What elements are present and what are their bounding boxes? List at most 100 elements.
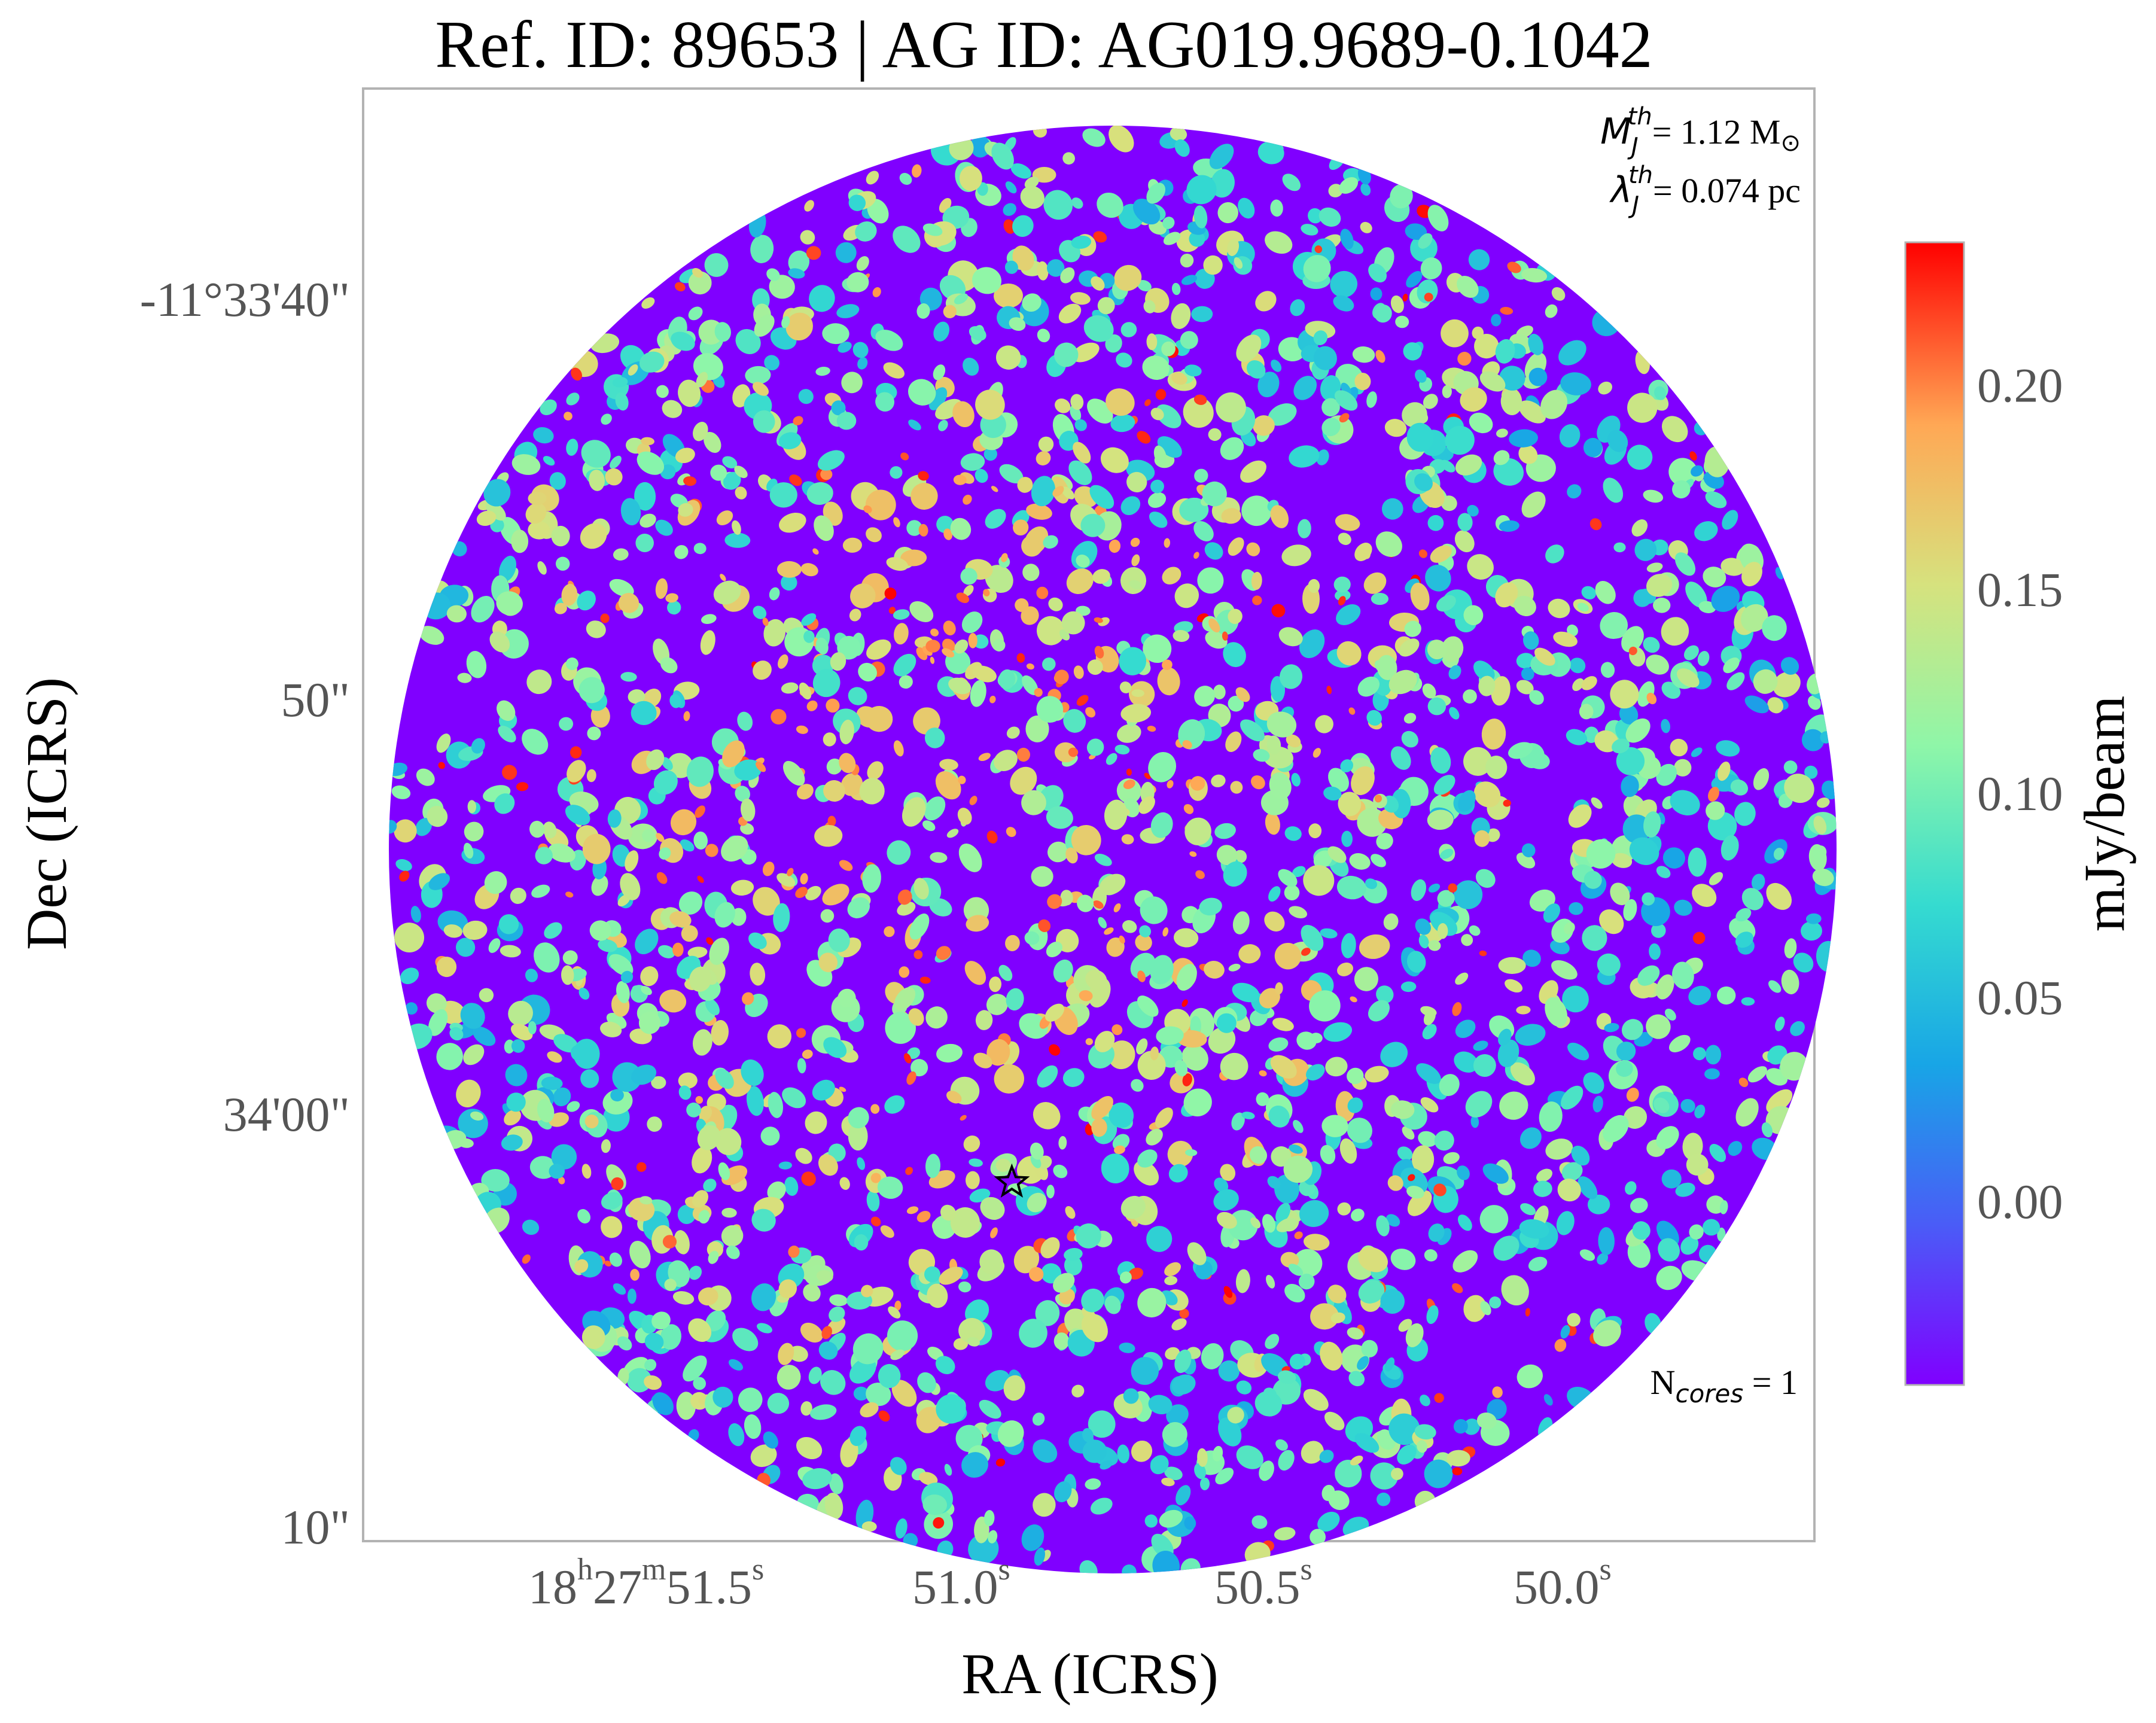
intensity-blob	[1036, 586, 1049, 599]
intensity-blob	[1289, 445, 1320, 468]
intensity-blob	[1021, 790, 1046, 815]
intensity-blob	[753, 660, 772, 680]
intensity-blob	[589, 470, 605, 491]
intensity-blob	[1473, 781, 1501, 808]
intensity-blob	[1474, 333, 1499, 359]
intensity-blob	[680, 839, 695, 852]
intensity-blob	[446, 605, 467, 623]
intensity-blob	[470, 1111, 484, 1121]
intensity-blob	[803, 630, 815, 643]
intensity-blob	[1780, 657, 1799, 675]
colorbar-tick-label: 0.05	[1977, 970, 2063, 1025]
intensity-blob	[936, 1394, 966, 1424]
intensity-blob	[822, 884, 849, 906]
intensity-blob	[1376, 833, 1393, 850]
intensity-blob	[1627, 445, 1653, 470]
intensity-blob	[428, 873, 450, 890]
intensity-blob	[534, 942, 560, 973]
intensity-blob	[750, 963, 766, 986]
intensity-blob	[544, 922, 562, 939]
intensity-blob	[940, 1204, 957, 1221]
intensity-blob	[1189, 851, 1197, 857]
intensity-blob	[850, 583, 876, 608]
intensity-blob	[894, 1301, 902, 1311]
x-tick-label: 50.0s	[1514, 1552, 1612, 1614]
intensity-blob	[906, 1206, 919, 1214]
intensity-blob	[1038, 436, 1054, 452]
intensity-blob	[1383, 913, 1399, 930]
intensity-blob	[760, 1127, 780, 1146]
intensity-blob	[1662, 847, 1685, 869]
intensity-blob	[1434, 1393, 1444, 1403]
intensity-blob	[1704, 1068, 1720, 1080]
intensity-blob	[1174, 1060, 1188, 1077]
intensity-blob	[789, 474, 802, 486]
intensity-blob	[828, 929, 850, 952]
intensity-blob	[963, 494, 972, 505]
intensity-blob	[1171, 303, 1191, 329]
intensity-blob	[522, 1219, 540, 1235]
intensity-blob	[581, 1164, 592, 1179]
intensity-blob	[1073, 665, 1084, 679]
intensity-blob	[863, 505, 872, 513]
intensity-blob	[1162, 1421, 1187, 1447]
intensity-blob	[991, 142, 1014, 170]
intensity-blob	[600, 1021, 622, 1037]
intensity-blob	[464, 821, 484, 842]
intensity-blob	[1019, 1013, 1048, 1039]
intensity-blob	[796, 784, 814, 800]
intensity-blob	[769, 587, 780, 601]
intensity-blob	[1719, 1200, 1728, 1214]
intensity-blob	[1180, 1558, 1201, 1573]
intensity-blob	[776, 873, 796, 887]
intensity-blob	[1561, 1085, 1583, 1110]
intensity-blob	[1430, 545, 1452, 563]
intensity-blob	[806, 246, 821, 260]
intensity-blob	[1656, 1265, 1682, 1290]
intensity-blob	[998, 964, 1013, 981]
intensity-blob	[837, 988, 856, 1007]
intensity-blob	[662, 1235, 677, 1249]
intensity-blob	[815, 366, 830, 376]
intensity-blob	[497, 700, 516, 721]
intensity-blob	[1294, 1231, 1303, 1240]
intensity-blob	[1130, 537, 1140, 547]
intensity-blob	[781, 316, 790, 328]
intensity-blob	[1110, 414, 1135, 433]
mass-sup: th	[1628, 103, 1652, 130]
intensity-blob	[559, 717, 574, 731]
intensity-blob	[1179, 1308, 1189, 1319]
cores-symbol: N	[1651, 1363, 1676, 1402]
intensity-blob	[1741, 562, 1762, 587]
intensity-blob	[1061, 611, 1085, 635]
intensity-blob	[1455, 1019, 1476, 1039]
intensity-blob	[946, 829, 959, 838]
intensity-blob	[986, 830, 998, 844]
intensity-blob	[795, 1147, 812, 1164]
intensity-blob	[625, 850, 639, 872]
intensity-blob	[609, 1252, 622, 1267]
intensity-blob	[1360, 183, 1371, 196]
intensity-blob	[1284, 826, 1302, 841]
intensity-blob	[795, 887, 808, 899]
intensity-blob	[463, 1044, 485, 1066]
intensity-blob	[1306, 1064, 1325, 1081]
intensity-blob	[986, 994, 1008, 1015]
intensity-blob	[1162, 567, 1181, 585]
intensity-blob	[1143, 300, 1156, 313]
intensity-blob	[924, 796, 946, 821]
intensity-blob	[1395, 315, 1409, 328]
intensity-blob	[1303, 1389, 1329, 1411]
y-axis-label: Dec (ICRS)	[14, 677, 78, 950]
intensity-blob	[1505, 979, 1523, 993]
intensity-blob	[1101, 1153, 1129, 1184]
intensity-blob	[1062, 152, 1075, 165]
intensity-blob	[963, 1135, 980, 1152]
intensity-blob	[529, 820, 545, 838]
intensity-blob	[910, 1059, 928, 1077]
intensity-blob	[1452, 1002, 1462, 1016]
intensity-blob	[635, 929, 659, 954]
intensity-blob	[1335, 1460, 1362, 1488]
intensity-blob	[510, 887, 526, 904]
intensity-blob	[787, 867, 794, 876]
